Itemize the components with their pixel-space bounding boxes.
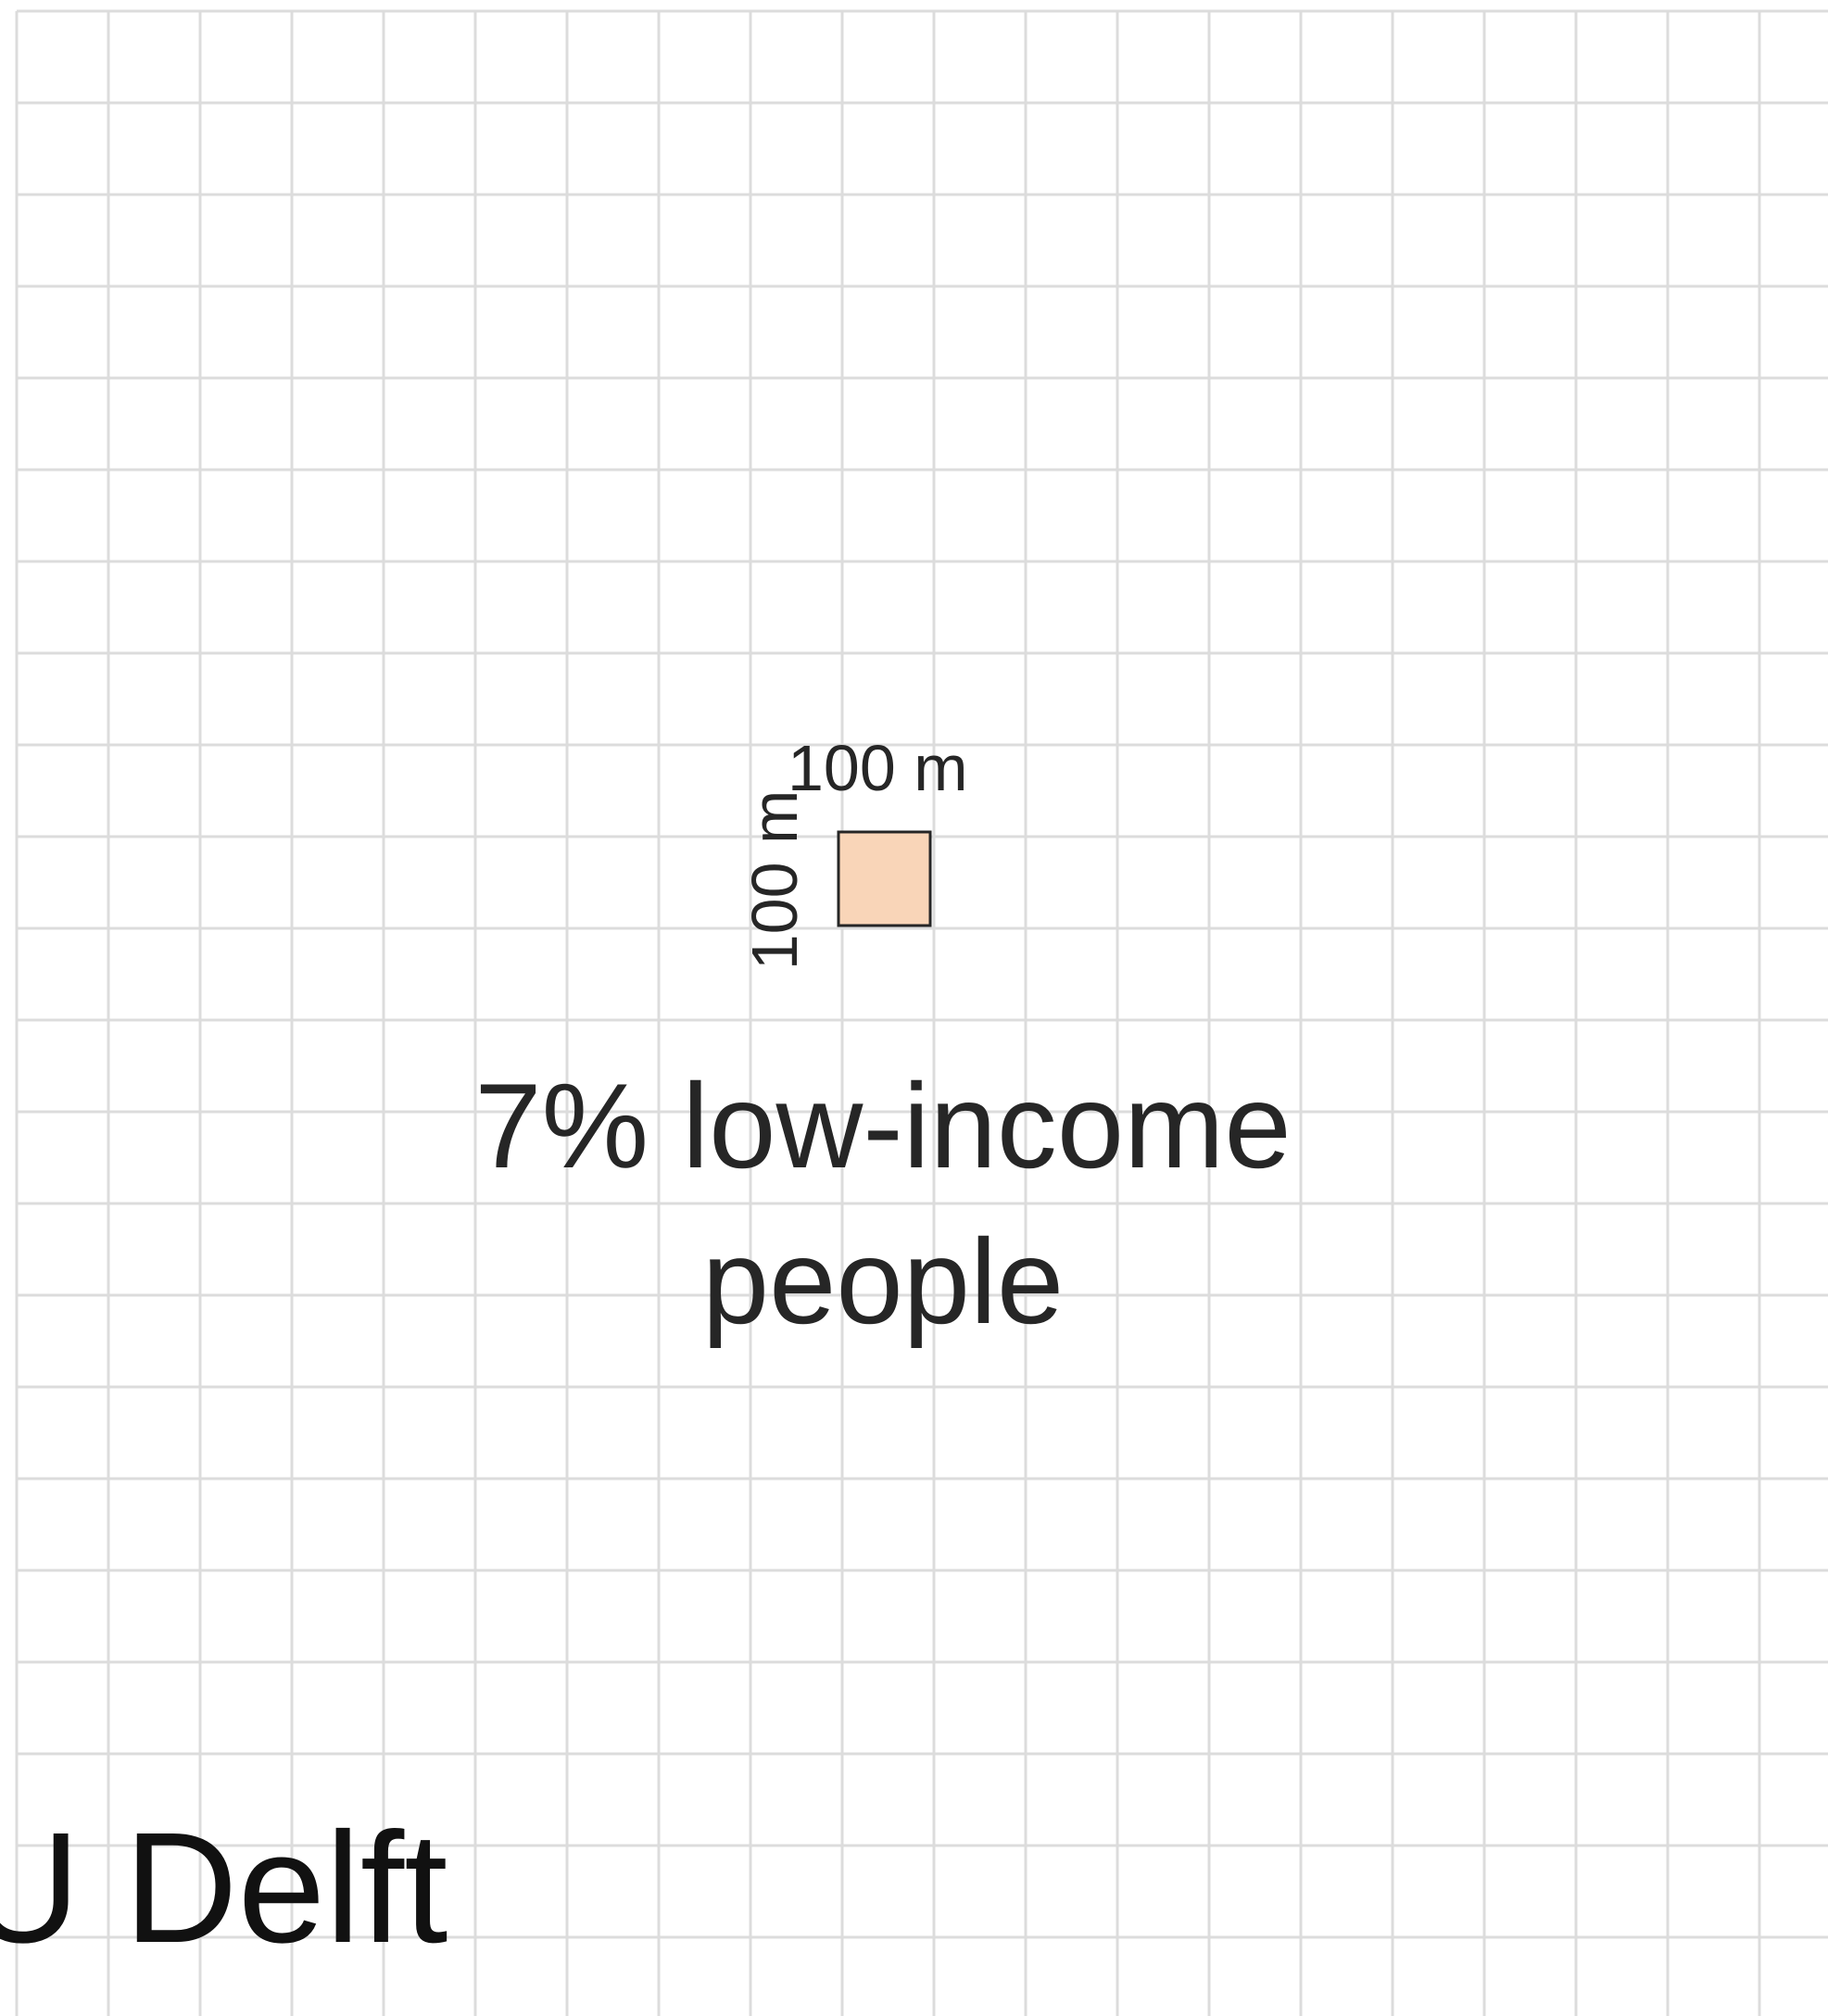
cell-width-label: 100 m	[788, 732, 968, 804]
caption-line-1: 7% low-income	[474, 1058, 1291, 1193]
cell-height-label: 100 m	[738, 790, 811, 971]
caption-line-2: people	[702, 1214, 1064, 1349]
grid-cell-square	[837, 830, 932, 927]
tu-delft-logo: TU Delft	[0, 1800, 448, 1976]
background-grid	[15, 9, 1828, 2016]
